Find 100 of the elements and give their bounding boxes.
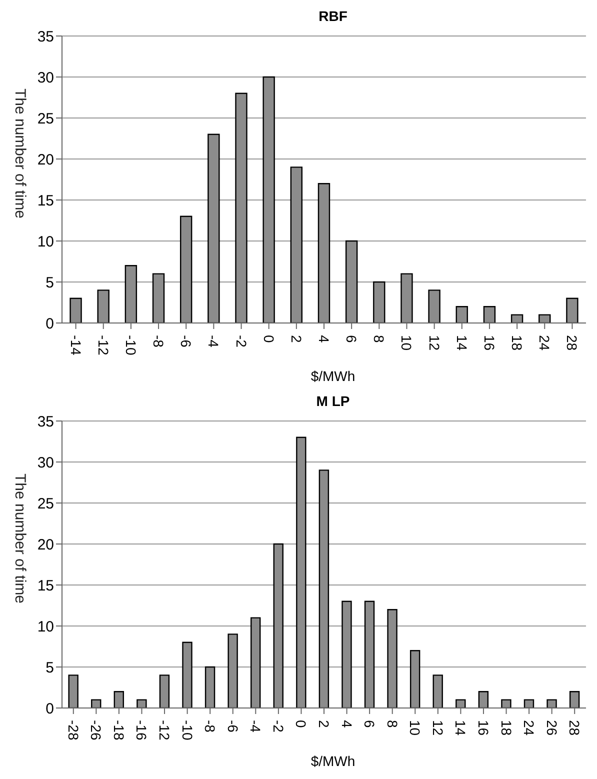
x-axis-title: $/MWh <box>310 753 356 769</box>
bar <box>68 674 78 708</box>
y-tick-label: 30 <box>37 69 54 86</box>
y-tick-label: 5 <box>46 274 54 292</box>
x-tick-label: -10 <box>179 720 196 740</box>
bar <box>342 600 352 708</box>
x-tick-label: -6 <box>178 335 194 348</box>
x-tick-label: 10 <box>398 335 415 351</box>
bar <box>180 216 192 323</box>
x-tick-label: -6 <box>224 720 241 733</box>
bar <box>428 290 440 323</box>
bar <box>524 699 534 708</box>
x-tick-label: 28 <box>566 720 583 736</box>
bar <box>124 265 138 323</box>
bar <box>569 691 580 708</box>
x-tick-label: -4 <box>248 720 264 733</box>
x-tick-label: -4 <box>206 335 222 348</box>
bar <box>456 699 466 708</box>
y-tick-label: 15 <box>37 577 54 594</box>
bar <box>501 699 512 708</box>
bar <box>91 699 102 708</box>
bar <box>432 674 443 708</box>
x-tick-label: 18 <box>498 720 514 736</box>
bar <box>410 650 420 708</box>
bar <box>566 298 578 323</box>
x-tick-label: 6 <box>362 720 378 728</box>
bar <box>290 166 303 323</box>
x-axis-title: $/MWh <box>310 368 356 384</box>
bar <box>250 617 261 708</box>
y-tick-label: 25 <box>37 110 54 128</box>
x-tick-label: 4 <box>316 335 332 343</box>
x-tick-label: -26 <box>88 720 104 740</box>
bar <box>296 436 306 708</box>
x-tick-label: -28 <box>65 720 82 740</box>
x-tick-label: 26 <box>544 720 560 736</box>
x-tick-label: 2 <box>288 335 304 343</box>
bar <box>456 306 468 323</box>
bar <box>204 666 216 708</box>
y-axis-title: The number of time <box>12 472 28 604</box>
x-tick-label: -14 <box>68 335 84 356</box>
x-tick-label: 8 <box>384 720 400 728</box>
bar <box>318 183 330 323</box>
x-tick-label: 24 <box>536 335 553 351</box>
x-tick-label: 0 <box>260 335 277 343</box>
bar <box>182 642 192 708</box>
y-tick-label: 20 <box>37 151 54 168</box>
y-tick-label: 15 <box>37 192 54 210</box>
bar <box>345 240 358 323</box>
x-tick-label: 28 <box>564 335 580 351</box>
x-tick-label: 2 <box>316 720 332 728</box>
x-tick-label: -10 <box>122 335 139 356</box>
x-tick-label: 10 <box>407 720 424 736</box>
x-tick-label: -2 <box>270 720 286 733</box>
x-tick-label: 8 <box>371 335 388 343</box>
x-tick-label: -8 <box>150 335 167 348</box>
y-tick-label: 25 <box>37 495 54 512</box>
bar <box>159 674 170 708</box>
x-tick-label: -8 <box>202 720 218 733</box>
x-tick-label: 12 <box>426 335 442 351</box>
bar <box>387 609 398 708</box>
y-tick-label: 35 <box>37 28 54 46</box>
bar <box>208 134 220 323</box>
bar <box>538 314 551 323</box>
bar <box>478 691 489 708</box>
bar <box>373 281 386 323</box>
x-tick-label: -16 <box>134 720 150 740</box>
x-tick-label: 18 <box>509 335 526 351</box>
x-tick-label: 14 <box>452 720 469 736</box>
x-tick-label: 16 <box>481 335 498 351</box>
x-tick-label: 16 <box>475 720 492 736</box>
bar <box>97 290 110 323</box>
x-tick-label: 12 <box>430 720 446 736</box>
bar <box>152 273 165 323</box>
bar <box>510 314 524 323</box>
x-tick-label: 0 <box>293 720 310 728</box>
y-tick-label: 35 <box>37 413 54 430</box>
bar <box>273 543 284 708</box>
bar <box>318 470 330 708</box>
x-tick-label: -12 <box>95 335 112 356</box>
x-tick-label: -12 <box>156 720 173 740</box>
x-tick-label: 6 <box>344 335 360 343</box>
bar <box>114 691 124 708</box>
chart-title: RBF <box>318 8 348 26</box>
y-axis-title: The number of time <box>12 88 28 218</box>
chart-title: M LP <box>315 393 351 411</box>
y-tick-label: 30 <box>37 454 54 472</box>
bar <box>235 92 248 323</box>
y-tick-label: 5 <box>46 659 54 676</box>
bar <box>136 699 147 708</box>
y-tick-label: 10 <box>37 618 54 636</box>
bar <box>364 600 375 708</box>
y-tick-label: 20 <box>37 536 54 554</box>
bar <box>70 298 82 323</box>
bar <box>228 634 238 708</box>
x-tick-label: -18 <box>110 720 127 740</box>
x-tick-label: -2 <box>233 335 250 348</box>
x-tick-label: 14 <box>454 335 470 351</box>
x-tick-label: 4 <box>338 720 355 728</box>
x-tick-label: 24 <box>521 720 538 736</box>
bar <box>546 699 557 708</box>
